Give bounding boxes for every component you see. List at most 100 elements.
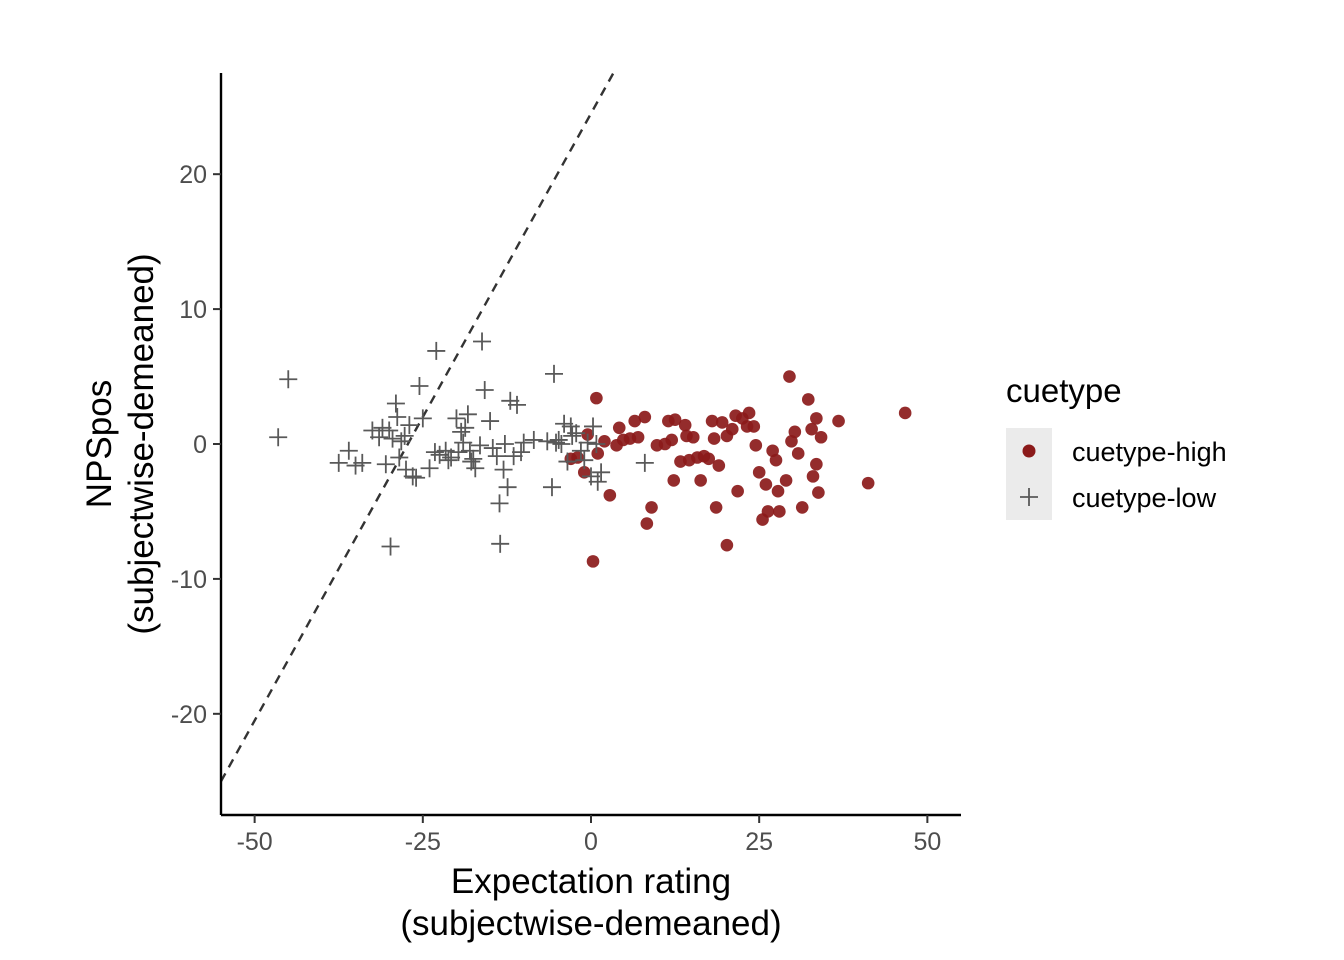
point-cuetype-low-5: [353, 453, 372, 472]
point-cuetype-high-57: [783, 370, 796, 383]
point-cuetype-high-65: [810, 412, 823, 425]
legend-label-low: cuetype-low: [1072, 483, 1217, 513]
point-cuetype-high-15: [638, 410, 652, 424]
point-cuetype-high-0: [590, 391, 603, 405]
y-tick-label: 10: [179, 296, 207, 324]
point-cuetype-low-57: [524, 430, 543, 449]
y-axis-title-line1: NPSpos: [80, 380, 119, 508]
point-cuetype-low-35: [456, 418, 475, 437]
y-tick-label: -10: [171, 566, 207, 594]
series-cuetype-high: [564, 370, 912, 568]
point-cuetype-high-2: [591, 447, 605, 460]
point-cuetype-low-49: [494, 460, 513, 479]
point-cuetype-low-16: [392, 432, 411, 451]
point-cuetype-low-58: [538, 432, 557, 451]
legend-title: cuetype: [1006, 372, 1122, 409]
point-cuetype-high-56: [779, 474, 793, 487]
point-cuetype-low-0: [269, 428, 288, 447]
point-cuetype-low-77: [635, 453, 654, 472]
point-cuetype-low-12: [383, 429, 402, 448]
point-cuetype-low-2: [329, 453, 348, 472]
point-cuetype-high-21: [665, 433, 679, 447]
point-cuetype-high-10: [612, 421, 626, 435]
point-cuetype-high-71: [898, 406, 912, 420]
point-cuetype-low-7: [370, 428, 389, 447]
point-cuetype-low-37: [460, 441, 479, 460]
point-cuetype-high-37: [715, 416, 729, 429]
point-cuetype-low-17: [395, 426, 414, 445]
axes: -50 -25 0 25 50 -20 -10 0 10 20: [171, 73, 961, 856]
point-cuetype-low-3: [339, 441, 358, 460]
point-cuetype-high-67: [812, 486, 825, 499]
point-cuetype-high-64: [806, 470, 820, 483]
x-tick-label: 50: [913, 828, 941, 856]
point-cuetype-high-38: [720, 538, 734, 552]
reference-line: [221, 73, 615, 782]
point-cuetype-high-35: [709, 501, 723, 514]
point-cuetype-high-34: [707, 432, 721, 445]
y-tick-label: 20: [179, 161, 207, 189]
point-cuetype-high-62: [801, 393, 815, 406]
x-axis-title-line2: (subjectwise-demeaned): [400, 904, 781, 943]
point-cuetype-low-40: [466, 459, 485, 478]
point-cuetype-high-13: [628, 414, 642, 428]
point-cuetype-low-74: [587, 435, 606, 453]
point-cuetype-low-10: [380, 421, 399, 440]
point-cuetype-low-48: [491, 534, 510, 553]
point-cuetype-high-45: [742, 406, 756, 420]
point-cuetype-low-33: [452, 422, 471, 441]
point-cuetype-high-50: [759, 478, 773, 491]
point-cuetype-low-61: [547, 433, 566, 452]
point-cuetype-high-14: [631, 430, 645, 444]
point-cuetype-low-70: [575, 451, 594, 470]
point-cuetype-high-33: [705, 414, 719, 428]
point-cuetype-high-36: [712, 459, 726, 472]
point-cuetype-low-47: [490, 494, 509, 513]
point-cuetype-high-54: [771, 484, 785, 498]
y-tick-label: 0: [193, 431, 207, 459]
point-cuetype-high-55: [773, 505, 786, 518]
point-cuetype-low-75: [588, 472, 607, 491]
point-cuetype-high-61: [795, 501, 809, 514]
point-cuetype-low-67: [563, 426, 582, 445]
x-tick-label: -50: [237, 828, 273, 856]
point-cuetype-low-31: [447, 409, 466, 428]
point-cuetype-low-43: [475, 381, 494, 400]
point-cuetype-high-59: [788, 425, 802, 439]
point-cuetype-low-59: [542, 478, 561, 497]
legend-key-high-marker: [1022, 444, 1036, 458]
point-cuetype-high-51: [761, 505, 775, 518]
point-cuetype-low-54: [508, 395, 526, 414]
point-cuetype-high-32: [702, 452, 716, 466]
point-cuetype-low-45: [483, 439, 502, 458]
point-cuetype-high-6: [564, 452, 578, 466]
point-cuetype-high-69: [832, 414, 845, 428]
point-cuetype-low-36: [458, 405, 477, 424]
legend-label-high: cuetype-high: [1072, 437, 1227, 467]
point-cuetype-low-25: [425, 443, 444, 462]
point-cuetype-low-29: [439, 451, 458, 470]
point-cuetype-low-60: [545, 364, 563, 383]
plot-panel: [221, 73, 912, 782]
point-cuetype-low-26: [427, 341, 446, 360]
point-cuetype-high-48: [752, 466, 766, 479]
point-cuetype-low-39: [464, 449, 483, 468]
point-cuetype-low-65: [558, 452, 577, 471]
point-cuetype-low-56: [514, 433, 533, 452]
point-cuetype-low-53: [504, 447, 523, 466]
x-axis-title-line1: Expectation rating: [451, 862, 731, 901]
y-tick-label: -20: [171, 701, 207, 729]
legend: cuetype cuetype-high cuetype-low: [1006, 372, 1227, 520]
point-cuetype-high-28: [686, 430, 700, 444]
point-cuetype-high-3: [586, 555, 600, 568]
point-cuetype-high-17: [645, 501, 658, 514]
legend-key-low-plus: [1020, 488, 1038, 506]
point-cuetype-low-22: [410, 376, 429, 395]
point-cuetype-low-11: [381, 537, 400, 556]
series-cuetype-low: [269, 332, 654, 556]
point-cuetype-low-62: [549, 430, 568, 449]
point-cuetype-low-1: [279, 370, 298, 389]
point-cuetype-low-44: [481, 412, 500, 431]
point-cuetype-high-47: [749, 439, 763, 452]
point-cuetype-low-20: [403, 467, 422, 486]
